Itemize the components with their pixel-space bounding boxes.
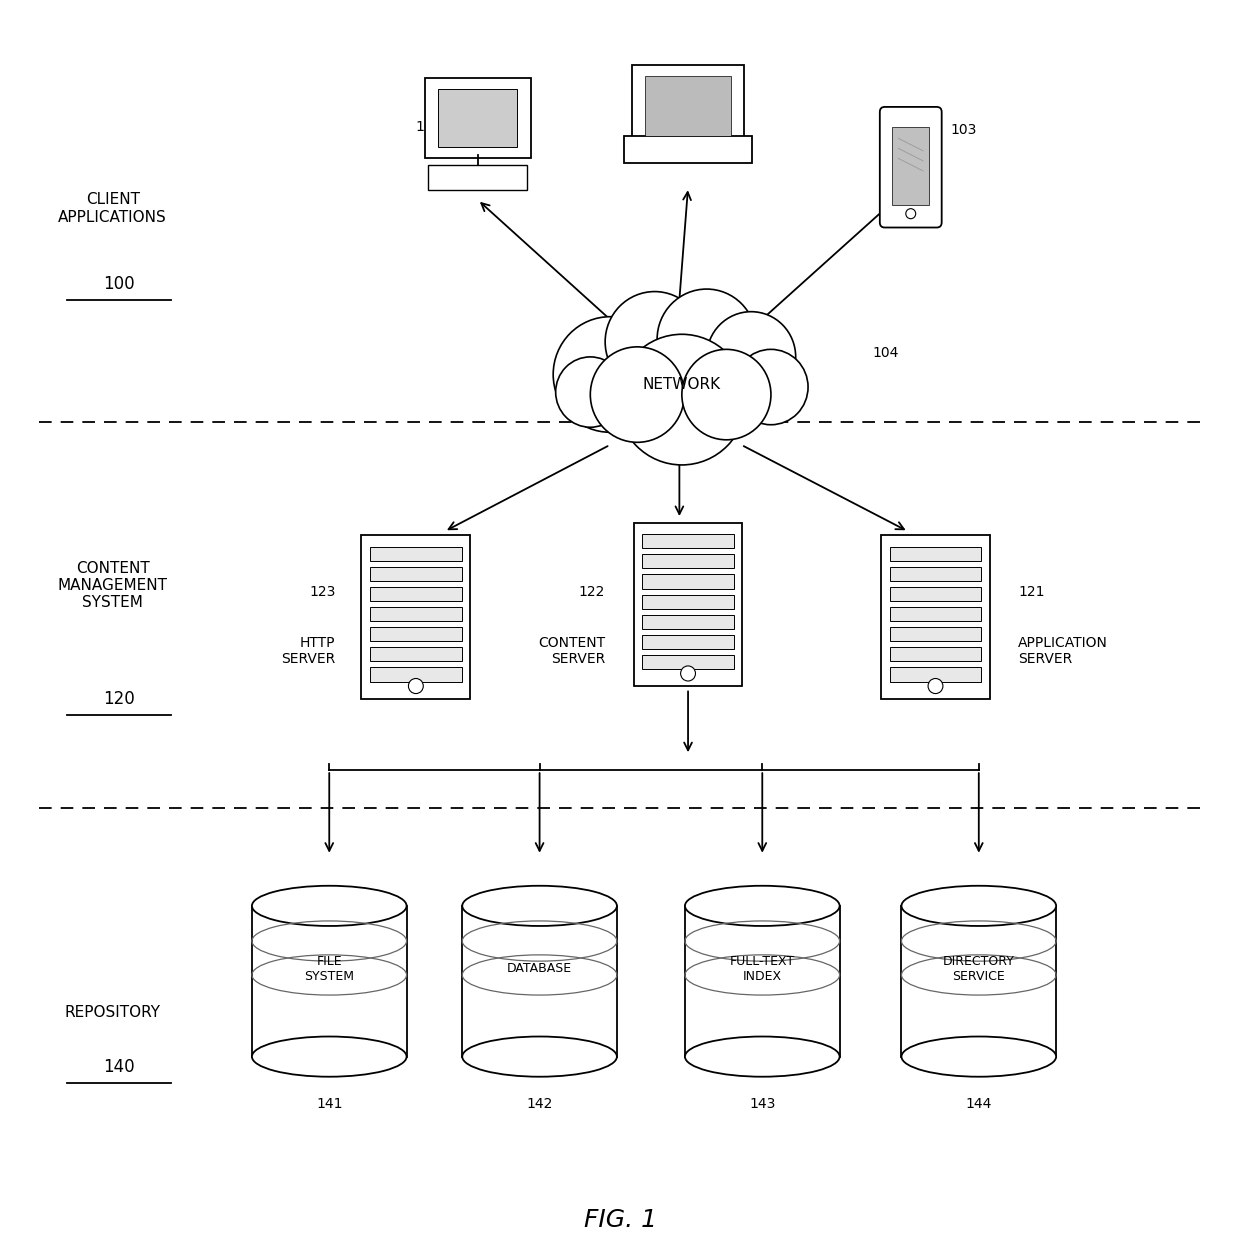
Text: FULL-TEXT
INDEX: FULL-TEXT INDEX (729, 954, 795, 983)
Circle shape (618, 335, 746, 465)
FancyBboxPatch shape (361, 535, 470, 699)
FancyBboxPatch shape (631, 65, 744, 146)
Text: 123: 123 (309, 585, 336, 599)
Text: 102: 102 (678, 72, 706, 87)
Text: 143: 143 (749, 1098, 775, 1112)
Circle shape (553, 317, 667, 432)
FancyBboxPatch shape (890, 647, 981, 661)
Ellipse shape (684, 886, 839, 925)
Polygon shape (463, 906, 618, 1056)
Text: APPLICATION
SERVER: APPLICATION SERVER (1018, 636, 1109, 666)
FancyBboxPatch shape (370, 587, 461, 601)
FancyBboxPatch shape (370, 567, 461, 580)
Circle shape (928, 679, 942, 694)
FancyBboxPatch shape (642, 574, 734, 588)
FancyBboxPatch shape (370, 667, 461, 681)
Circle shape (605, 292, 704, 392)
Text: DATABASE: DATABASE (507, 962, 572, 976)
FancyBboxPatch shape (370, 647, 461, 661)
FancyBboxPatch shape (642, 534, 734, 549)
Circle shape (734, 349, 808, 424)
Circle shape (905, 209, 915, 219)
Text: CLIENT
APPLICATIONS: CLIENT APPLICATIONS (58, 193, 167, 225)
Text: 141: 141 (316, 1098, 342, 1112)
Ellipse shape (901, 1036, 1056, 1076)
Circle shape (556, 356, 625, 427)
Ellipse shape (463, 1036, 618, 1076)
Text: 122: 122 (579, 585, 605, 599)
FancyBboxPatch shape (642, 635, 734, 648)
Text: NETWORK: NETWORK (642, 376, 720, 392)
Polygon shape (901, 906, 1056, 1056)
Text: REPOSITORY: REPOSITORY (64, 1005, 161, 1020)
FancyBboxPatch shape (890, 607, 981, 621)
FancyBboxPatch shape (424, 78, 531, 159)
Text: 121: 121 (1018, 585, 1045, 599)
FancyBboxPatch shape (624, 136, 753, 164)
Text: 103: 103 (951, 122, 977, 136)
FancyBboxPatch shape (890, 546, 981, 562)
Text: FIG. 1: FIG. 1 (584, 1207, 656, 1231)
FancyBboxPatch shape (890, 567, 981, 580)
Ellipse shape (463, 886, 618, 925)
FancyBboxPatch shape (882, 535, 990, 699)
FancyBboxPatch shape (634, 522, 743, 686)
FancyBboxPatch shape (370, 546, 461, 562)
Ellipse shape (252, 1036, 407, 1076)
Text: CONTENT
MANAGEMENT
SYSTEM: CONTENT MANAGEMENT SYSTEM (58, 560, 167, 611)
FancyBboxPatch shape (438, 89, 517, 147)
Text: 104: 104 (873, 346, 899, 360)
Polygon shape (252, 906, 407, 1056)
Text: 144: 144 (966, 1098, 992, 1112)
FancyBboxPatch shape (370, 627, 461, 641)
FancyBboxPatch shape (642, 614, 734, 628)
FancyBboxPatch shape (645, 76, 730, 136)
Ellipse shape (901, 886, 1056, 925)
Circle shape (590, 346, 684, 442)
Text: HTTP
SERVER: HTTP SERVER (281, 636, 336, 666)
FancyBboxPatch shape (642, 554, 734, 569)
Text: 120: 120 (103, 690, 135, 708)
FancyBboxPatch shape (893, 127, 929, 205)
FancyBboxPatch shape (890, 667, 981, 681)
Text: 100: 100 (103, 274, 135, 293)
Circle shape (707, 312, 796, 402)
Circle shape (657, 290, 756, 389)
Text: CONTENT
SERVER: CONTENT SERVER (538, 636, 605, 666)
FancyBboxPatch shape (890, 627, 981, 641)
Ellipse shape (684, 1036, 839, 1076)
Circle shape (681, 666, 696, 681)
FancyBboxPatch shape (370, 607, 461, 621)
Text: FILE
SYSTEM: FILE SYSTEM (304, 954, 355, 983)
FancyBboxPatch shape (642, 655, 734, 669)
FancyBboxPatch shape (880, 107, 941, 228)
Text: DIRECTORY
SERVICE: DIRECTORY SERVICE (942, 954, 1014, 983)
Text: 142: 142 (527, 1098, 553, 1112)
FancyBboxPatch shape (890, 587, 981, 601)
Circle shape (408, 679, 423, 694)
Circle shape (682, 349, 771, 439)
Polygon shape (684, 906, 839, 1056)
Text: 140: 140 (103, 1058, 135, 1075)
FancyBboxPatch shape (642, 594, 734, 608)
FancyBboxPatch shape (428, 165, 527, 190)
Ellipse shape (252, 886, 407, 925)
Text: 101: 101 (415, 120, 441, 133)
